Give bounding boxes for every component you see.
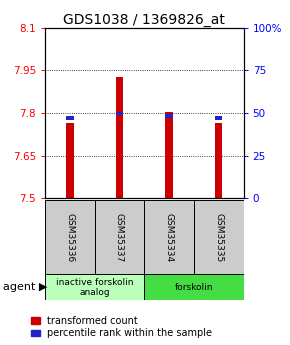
Bar <box>144 200 194 274</box>
Bar <box>215 123 222 198</box>
Bar <box>165 115 173 118</box>
Bar <box>116 77 123 198</box>
Text: forskolin: forskolin <box>175 283 213 292</box>
Title: GDS1038 / 1369826_at: GDS1038 / 1369826_at <box>63 12 225 27</box>
Bar <box>144 274 244 300</box>
Text: inactive forskolin
analog: inactive forskolin analog <box>56 277 133 297</box>
Text: GSM35334: GSM35334 <box>165 213 174 262</box>
Bar <box>66 123 73 198</box>
Legend: transformed count, percentile rank within the sample: transformed count, percentile rank withi… <box>31 316 213 338</box>
Bar <box>215 116 222 119</box>
Bar <box>116 111 123 115</box>
Bar <box>194 200 244 274</box>
Text: agent ▶: agent ▶ <box>3 282 47 292</box>
Text: GSM35337: GSM35337 <box>115 213 124 262</box>
Bar <box>165 111 173 198</box>
Bar <box>45 200 95 274</box>
Bar <box>66 116 73 119</box>
Bar <box>45 274 144 300</box>
Text: GSM35336: GSM35336 <box>65 213 74 262</box>
Bar <box>95 200 144 274</box>
Text: GSM35335: GSM35335 <box>214 213 223 262</box>
